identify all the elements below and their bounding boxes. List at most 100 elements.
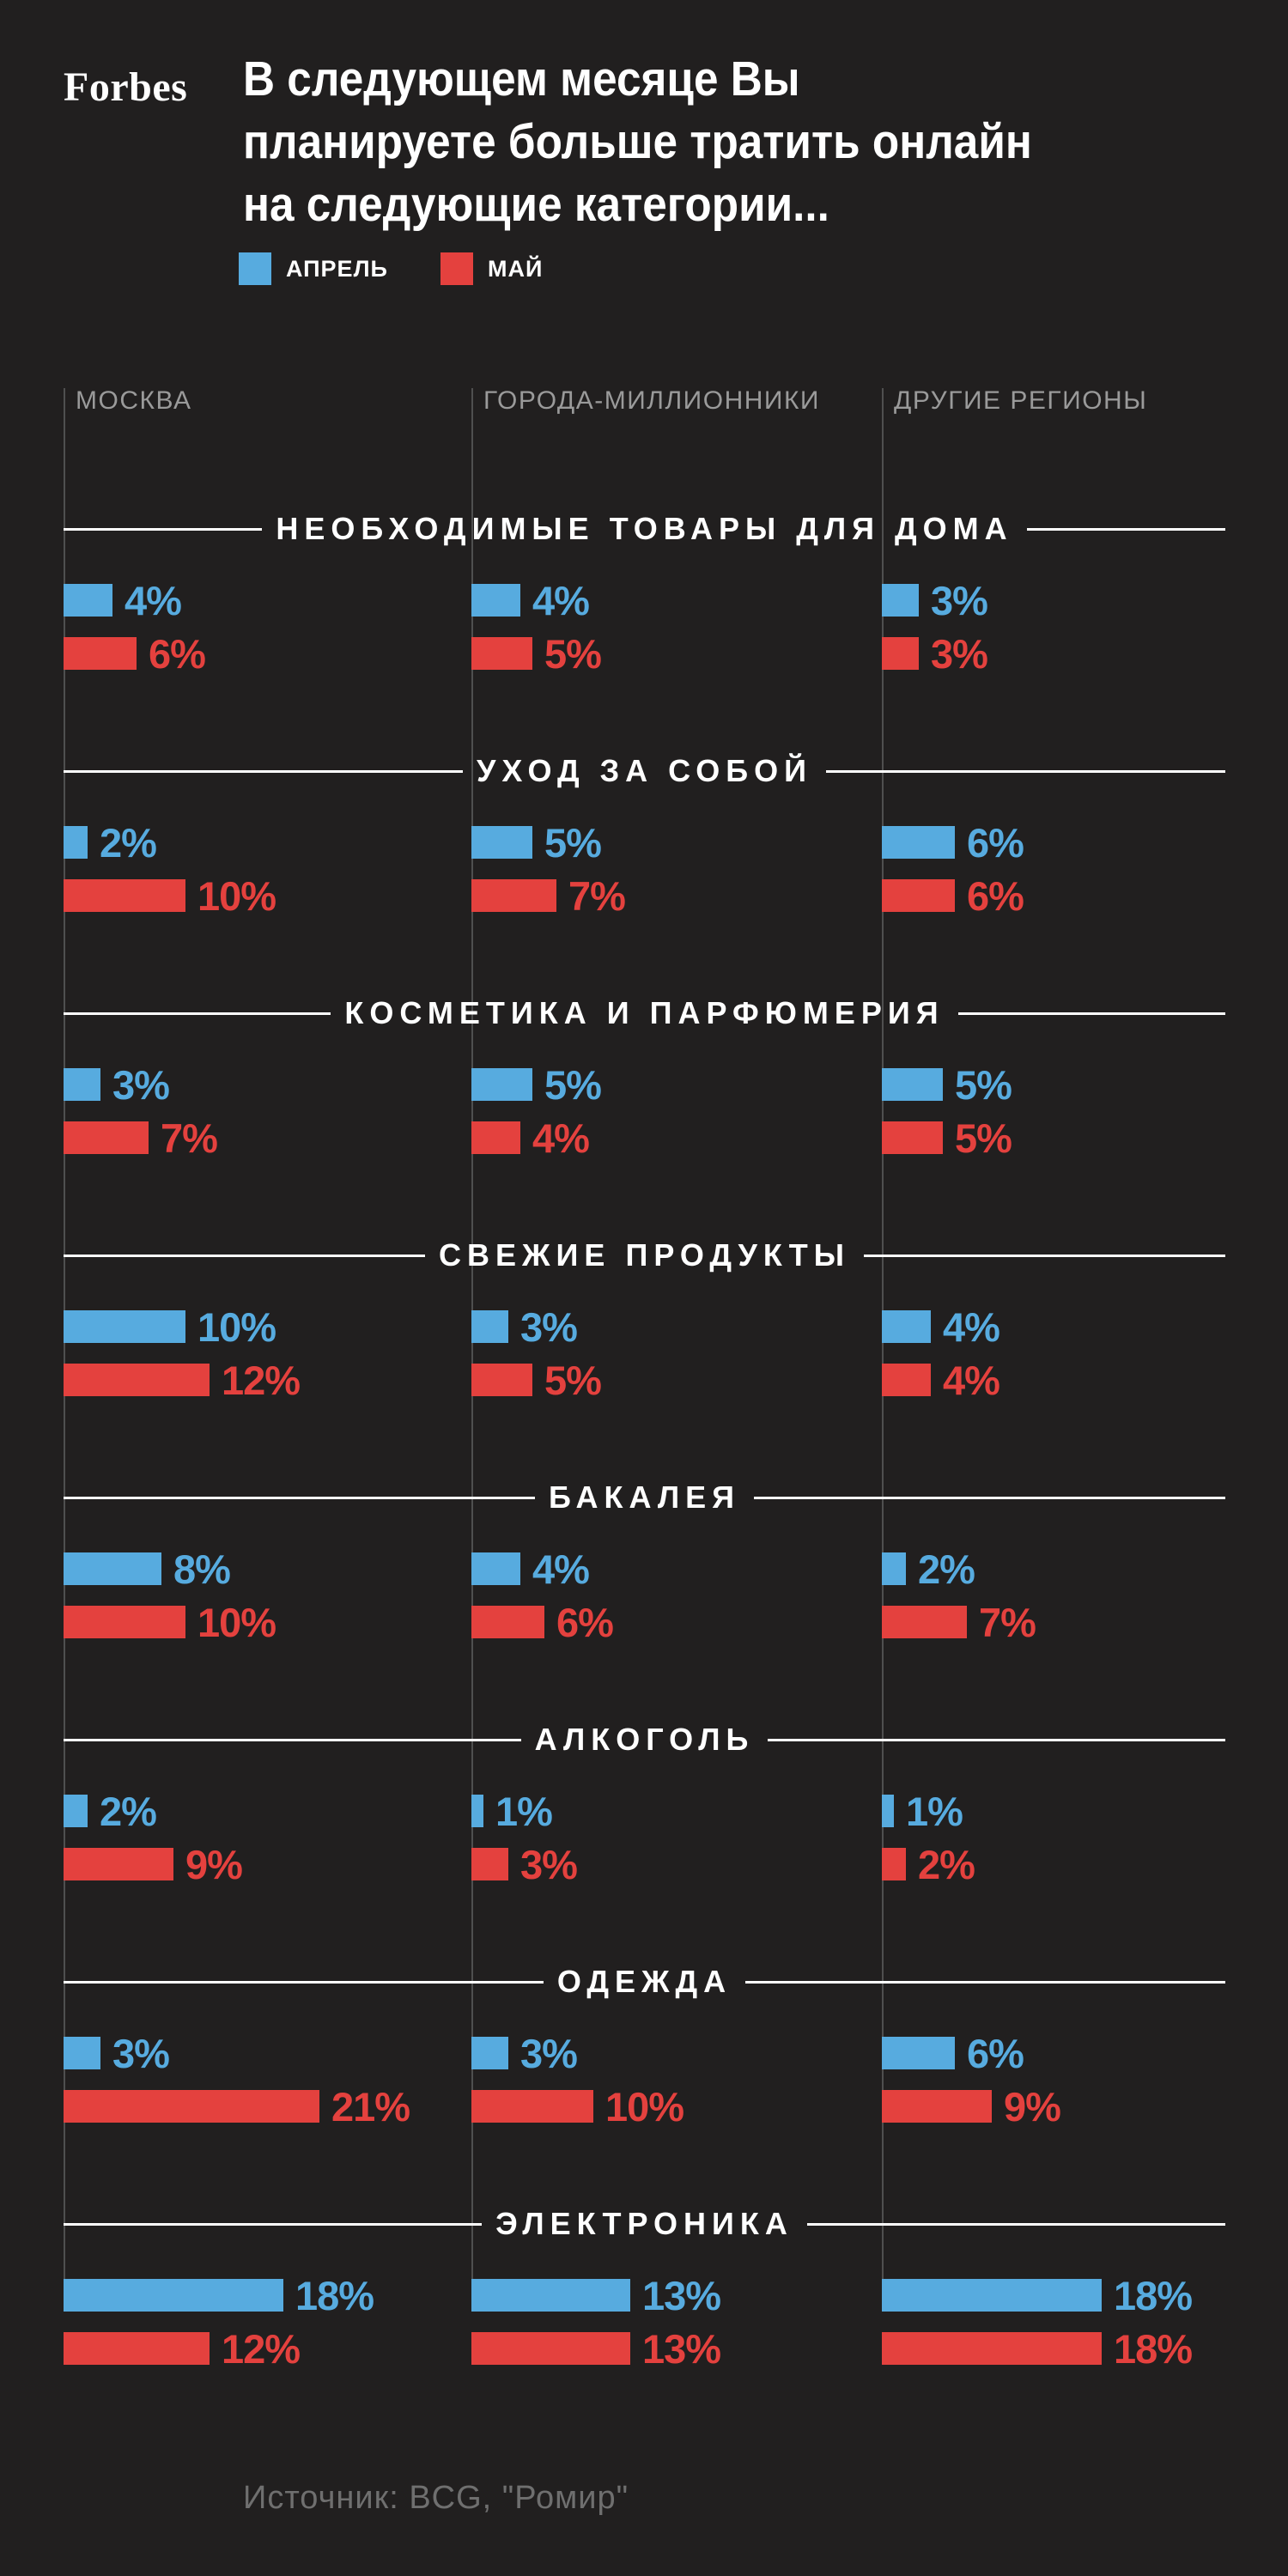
april-bar <box>471 1310 508 1343</box>
april-swatch-icon <box>239 252 271 285</box>
category-title: КОСМЕТИКА И ПАРФЮМЕРИЯ <box>344 995 945 1030</box>
category-title: ОДЕЖДА <box>556 1964 732 1999</box>
region-header-other-regions: ДРУГИЕ РЕГИОНЫ <box>894 386 1148 415</box>
column-divider <box>471 388 473 2299</box>
april-bar <box>882 584 919 617</box>
april-bar <box>64 1552 161 1585</box>
category-title: АЛКОГОЛЬ <box>534 1722 755 1757</box>
source-note: Источник: BCG, "Ромир" <box>243 2480 629 2516</box>
may-bar <box>471 1848 508 1880</box>
april-value-label: 3% <box>931 577 988 623</box>
may-bar <box>64 1364 210 1396</box>
category-rule-left <box>64 2222 483 2226</box>
category-rule-left <box>64 527 263 531</box>
april-value-label: 5% <box>544 819 602 866</box>
may-value-label: 5% <box>544 1357 602 1403</box>
category-title: БАКАЛЕЯ <box>548 1479 741 1515</box>
category-rule-right <box>806 2222 1226 2226</box>
april-bar <box>64 2279 283 2312</box>
may-value-label: 10% <box>605 2083 684 2129</box>
april-bar <box>471 1552 520 1585</box>
april-value-label: 3% <box>520 1303 578 1350</box>
page-title: В следующем месяце Вы планируете больше … <box>243 48 1032 236</box>
april-value-label: 4% <box>125 577 182 623</box>
april-value-label: 2% <box>100 1788 157 1834</box>
may-value-label: 6% <box>967 872 1024 919</box>
page-title-line: В следующем месяце Вы <box>243 52 800 106</box>
may-bar <box>471 2332 630 2365</box>
category-title: СВЕЖИЕ ПРОДУКТЫ <box>439 1237 850 1273</box>
category-rule-right <box>826 769 1225 773</box>
page-title-line: планируете больше тратить онлайн <box>243 114 1032 169</box>
april-bar <box>64 826 88 859</box>
april-value-label: 1% <box>495 1788 553 1834</box>
april-value-label: 18% <box>295 2272 374 2318</box>
may-bar <box>471 637 532 670</box>
may-bar <box>882 1848 906 1880</box>
may-value-label: 4% <box>532 1115 590 1161</box>
april-value-label: 18% <box>1114 2272 1193 2318</box>
may-bar <box>471 2090 593 2123</box>
may-value-label: 7% <box>161 1115 218 1161</box>
may-bar <box>882 2332 1102 2365</box>
april-value-label: 6% <box>967 2030 1024 2076</box>
category-header: УХОД ЗА СОБОЙ <box>64 750 1225 793</box>
april-value-label: 3% <box>112 1061 170 1108</box>
category-header: НЕОБХОДИМЫЕ ТОВАРЫ ДЛЯ ДОМА <box>64 507 1225 550</box>
april-bar <box>882 1552 906 1585</box>
april-value-label: 10% <box>197 1303 276 1350</box>
april-value-label: 3% <box>520 2030 578 2076</box>
april-bar <box>471 1068 532 1101</box>
may-bar <box>882 1606 967 1638</box>
category-header: БАКАЛЕЯ <box>64 1476 1225 1519</box>
may-bar <box>471 879 556 912</box>
may-value-label: 6% <box>149 630 206 677</box>
april-bar <box>471 1795 483 1827</box>
category-rule-left <box>64 1254 426 1257</box>
may-value-label: 6% <box>556 1599 614 1645</box>
april-value-label: 8% <box>173 1546 231 1592</box>
may-value-label: 10% <box>197 1599 276 1645</box>
category-rule-left <box>64 1738 521 1741</box>
may-bar <box>64 879 185 912</box>
may-bar <box>64 2332 210 2365</box>
legend-label-april: АПРЕЛЬ <box>286 255 388 282</box>
category-rule-right <box>768 1738 1226 1741</box>
may-value-label: 4% <box>943 1357 1000 1403</box>
april-value-label: 2% <box>100 819 157 866</box>
may-value-label: 3% <box>520 1841 578 1887</box>
may-value-label: 21% <box>331 2083 410 2129</box>
april-bar <box>471 2279 630 2312</box>
region-header-moscow: МОСКВА <box>76 386 192 415</box>
april-bar <box>64 1795 88 1827</box>
april-value-label: 2% <box>918 1546 975 1592</box>
april-value-label: 4% <box>532 1546 590 1592</box>
category-header: СВЕЖИЕ ПРОДУКТЫ <box>64 1234 1225 1277</box>
category-rule-right <box>863 1254 1225 1257</box>
may-bar <box>471 1606 544 1638</box>
category-title: НЕОБХОДИМЫЕ ТОВАРЫ ДЛЯ ДОМА <box>276 511 1013 546</box>
may-bar <box>64 2090 319 2123</box>
may-bar <box>882 1364 931 1396</box>
category-rule-left <box>64 1012 331 1015</box>
category-rule-right <box>1026 527 1225 531</box>
may-bar <box>64 1848 173 1880</box>
category-header: ЭЛЕКТРОНИКА <box>64 2202 1226 2245</box>
may-value-label: 10% <box>197 872 276 919</box>
may-value-label: 9% <box>1004 2083 1061 2129</box>
category-rule-right <box>754 1496 1225 1499</box>
april-bar <box>64 584 112 617</box>
april-value-label: 4% <box>943 1303 1000 1350</box>
region-header-million-cities: ГОРОДА-МИЛЛИОННИКИ <box>483 386 820 415</box>
forbes-logo: Forbes <box>64 64 188 110</box>
april-value-label: 6% <box>967 819 1024 866</box>
may-bar <box>64 1121 149 1154</box>
may-bar <box>471 1121 520 1154</box>
may-bar <box>882 637 919 670</box>
category-header: КОСМЕТИКА И ПАРФЮМЕРИЯ <box>64 992 1225 1035</box>
column-divider <box>882 388 884 2299</box>
may-value-label: 5% <box>544 630 602 677</box>
april-bar <box>64 1310 185 1343</box>
april-bar <box>471 826 532 859</box>
april-value-label: 5% <box>544 1061 602 1108</box>
